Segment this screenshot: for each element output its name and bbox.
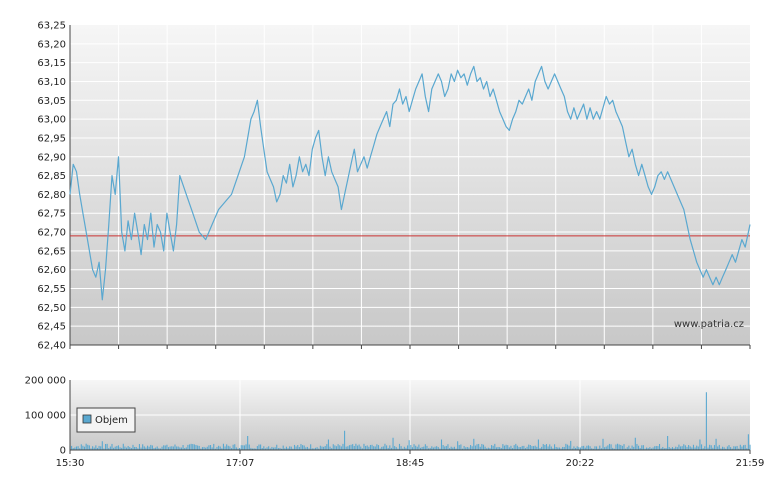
- volume-bars: [69, 392, 751, 450]
- legend-swatch: [82, 414, 92, 424]
- volume-legend: Objem: [76, 407, 136, 433]
- time-tick-label: 17:07: [226, 458, 255, 469]
- price-y-tick-label: 62,40: [37, 341, 66, 352]
- time-tick-label: 15:30: [56, 458, 85, 469]
- price-y-tick-label: 62,50: [37, 303, 66, 314]
- watermark-text: www.patria.cz: [674, 319, 744, 330]
- price-y-tick-label: 63,00: [37, 115, 66, 126]
- price-y-tick-label: 63,10: [37, 77, 66, 88]
- price-y-tick-label: 63,20: [37, 39, 66, 50]
- price-y-tick-label: 62,45: [37, 322, 66, 333]
- legend-label: Objem: [95, 415, 128, 426]
- time-tick-label: 20:22: [566, 458, 595, 469]
- time-tick-label: 21:59: [736, 458, 765, 469]
- volume-y-tick-label: 200 000: [25, 376, 66, 387]
- price-y-tick-label: 62,85: [37, 171, 66, 182]
- price-y-tick-label: 62,95: [37, 133, 66, 144]
- price-y-tick-label: 62,70: [37, 228, 66, 239]
- price-y-tick-label: 63,25: [37, 21, 66, 32]
- price-y-tick-label: 62,80: [37, 190, 66, 201]
- price-y-tick-label: 63,15: [37, 58, 66, 69]
- volume-y-tick-label: 100 000: [25, 411, 66, 422]
- time-tick-label: 18:45: [396, 458, 425, 469]
- volume-chart: 200 000 100 000 015:30 17:07 18:45 20:22 21:59…: [25, 376, 765, 470]
- volume-y-tick-label: 0: [60, 446, 66, 457]
- price-y-tick-label: 62,60: [37, 265, 66, 276]
- price-y-tick-label: 62,65: [37, 246, 66, 257]
- price-y-tick-label: 62,55: [37, 284, 66, 295]
- price-y-tick-label: 63,05: [37, 96, 66, 107]
- price-series-line: [69, 65, 751, 301]
- price-chart: 63,25 63,20 63,15 63,10 63,05 63,00 62,95 62,90…: [37, 21, 751, 352]
- price-y-tick-label: 62,90: [37, 152, 66, 163]
- price-y-tick-label: 62,75: [37, 209, 66, 220]
